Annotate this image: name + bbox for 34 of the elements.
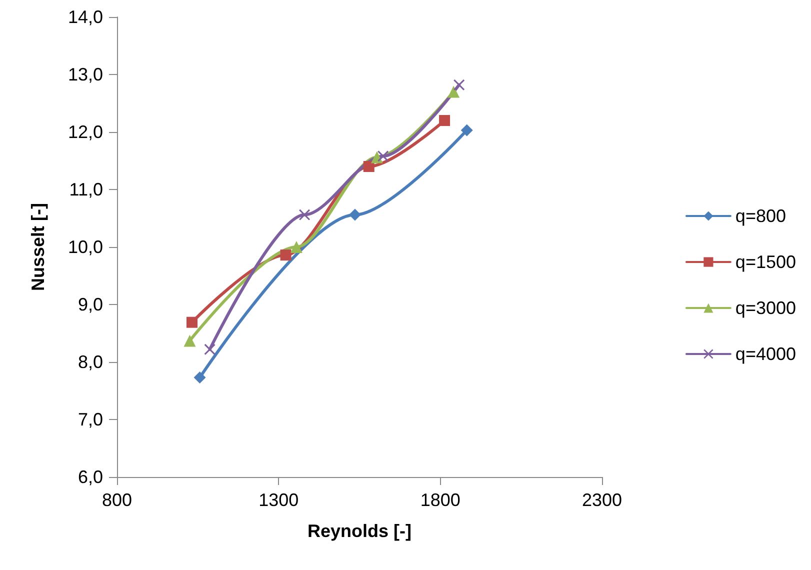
point bbox=[454, 79, 465, 90]
y-tick-label: 10,0 bbox=[68, 237, 103, 257]
y-tick-label: 9,0 bbox=[78, 294, 103, 314]
legend-label: q=1500 bbox=[735, 252, 796, 272]
y-tick-label: 7,0 bbox=[78, 410, 103, 430]
point bbox=[378, 150, 389, 162]
point bbox=[299, 209, 310, 220]
y-tick-label: 13,0 bbox=[68, 64, 103, 84]
point bbox=[448, 86, 460, 98]
legend-label: q=3000 bbox=[735, 298, 796, 318]
y-tick-label: 6,0 bbox=[78, 467, 103, 487]
point bbox=[370, 151, 383, 164]
point bbox=[439, 115, 450, 126]
point bbox=[348, 208, 361, 221]
point bbox=[363, 161, 374, 172]
y-tick-label: 11,0 bbox=[69, 180, 103, 200]
point bbox=[290, 241, 302, 253]
point bbox=[460, 124, 473, 136]
y-axis-title: Nusselt [-] bbox=[28, 202, 48, 292]
point bbox=[194, 372, 206, 384]
x-tick-label: 2300 bbox=[582, 490, 622, 510]
point bbox=[184, 334, 196, 347]
x-tick-label: 800 bbox=[102, 490, 132, 510]
legend-label: q=4000 bbox=[735, 344, 796, 364]
point bbox=[186, 316, 198, 328]
point bbox=[280, 250, 292, 261]
x-tick-label: 1800 bbox=[420, 490, 460, 510]
point bbox=[204, 344, 216, 355]
x-tick-label: 1300 bbox=[258, 490, 299, 510]
legend-label: q=800 bbox=[735, 206, 786, 226]
x-axis-title: Reynolds [-] bbox=[307, 521, 412, 541]
y-tick-label: 14,0 bbox=[68, 7, 103, 27]
y-tick-label: 8,0 bbox=[78, 352, 103, 372]
y-tick-label: 12,0 bbox=[68, 122, 103, 142]
